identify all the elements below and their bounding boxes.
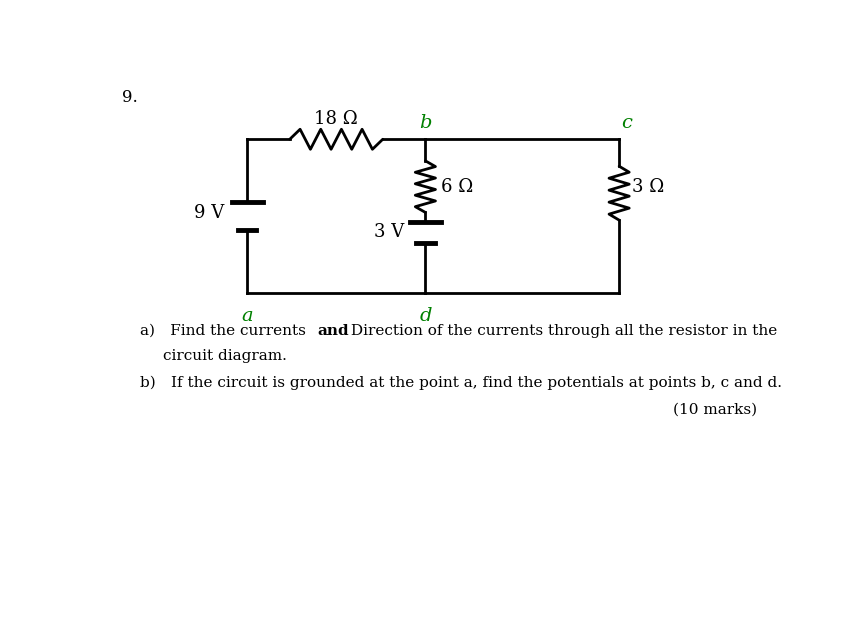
Text: a: a [241, 307, 253, 325]
Text: 9 V: 9 V [194, 204, 224, 222]
Text: 3 Ω: 3 Ω [631, 178, 664, 196]
Text: a) Find the currents: a) Find the currents [140, 324, 311, 338]
Text: circuit diagram.: circuit diagram. [164, 349, 288, 363]
Text: and: and [317, 324, 349, 338]
Text: 9.: 9. [121, 89, 137, 106]
Text: Direction of the currents through all the resistor in the: Direction of the currents through all th… [345, 324, 777, 338]
Text: c: c [621, 114, 632, 132]
Text: (10 marks): (10 marks) [673, 403, 757, 417]
Text: 3 V: 3 V [375, 224, 405, 241]
Text: 18 Ω: 18 Ω [314, 110, 358, 127]
Text: b: b [419, 114, 431, 132]
Text: b) If the circuit is grounded at the point a, find the potentials at points b, c: b) If the circuit is grounded at the poi… [140, 376, 782, 390]
Text: 6 Ω: 6 Ω [441, 178, 474, 196]
Text: d: d [419, 307, 431, 325]
